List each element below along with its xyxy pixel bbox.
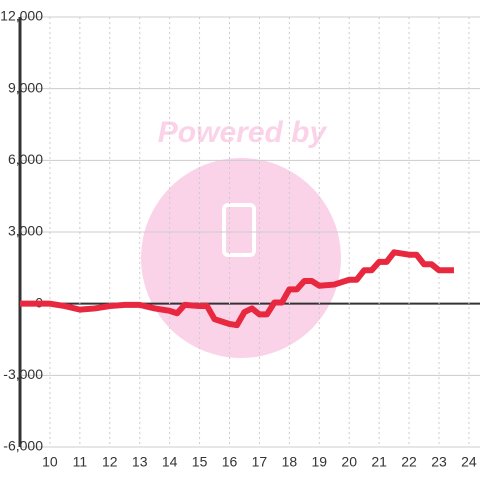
x-tick-label: 12 xyxy=(102,454,118,470)
x-tick-label: 22 xyxy=(401,454,417,470)
x-tick-label: 17 xyxy=(252,454,268,470)
x-tick-label: 11 xyxy=(73,454,88,470)
x-tick-label: 13 xyxy=(132,454,148,470)
y-tick-label: 6,000 xyxy=(8,151,43,167)
x-tick-label: 19 xyxy=(311,454,327,470)
x-tick-label: 24 xyxy=(461,454,477,470)
data-line xyxy=(20,249,454,329)
x-tick-label: 10 xyxy=(42,454,58,470)
x-tick-label: 23 xyxy=(431,454,447,470)
watermark-logo xyxy=(141,158,341,358)
x-tick-label: 14 xyxy=(162,454,178,470)
x-tick-label: 18 xyxy=(282,454,298,470)
x-tick-label: 15 xyxy=(192,454,208,470)
watermark-icon xyxy=(222,203,256,257)
y-tick-label: 12,000 xyxy=(0,8,43,24)
x-tick-label: 20 xyxy=(341,454,357,470)
y-tick-label: -3,000 xyxy=(3,366,43,382)
watermark-text: Powered by xyxy=(158,116,328,149)
x-tick-label: 16 xyxy=(222,454,238,470)
y-tick-label: 3,000 xyxy=(8,223,43,239)
x-tick-label: 21 xyxy=(371,454,387,470)
y-tick-label: 9,000 xyxy=(8,79,43,95)
y-tick-label: -6,000 xyxy=(3,438,43,454)
